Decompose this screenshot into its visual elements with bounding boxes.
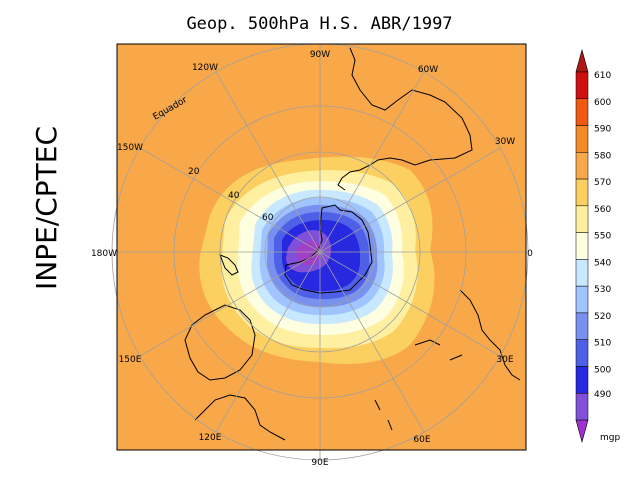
- colorbar-segment: [575, 98, 589, 126]
- colorbar-segment: [575, 205, 589, 233]
- colorbar-segment: [575, 312, 589, 340]
- colorbar-unit: mgp: [600, 433, 620, 443]
- colorbar-label: 540: [594, 258, 611, 268]
- colorbar-segment: [575, 259, 589, 287]
- colorbar-label: 560: [594, 205, 611, 215]
- map-title: Geop. 500hPa H.S. ABR/1997: [186, 14, 453, 34]
- colorbar-label: 520: [594, 312, 611, 322]
- lon-label-120w: 120W: [192, 63, 218, 73]
- coast-australia: [184, 304, 256, 381]
- colorbar-label: 570: [594, 178, 611, 188]
- lon-label-0: 0: [527, 249, 533, 259]
- colorbar-segment: [575, 152, 589, 180]
- colorbar-segment: [575, 71, 589, 100]
- colorbar-segment: [575, 366, 589, 394]
- coast-africa: [459, 289, 521, 381]
- colorbar: 610600590580570560550540530520510500490 …: [575, 48, 620, 444]
- colorbar-label: 550: [594, 232, 611, 242]
- map-field: [117, 44, 526, 450]
- longitude-labels: 90W 60W 30W 0 30E 60E 90E 120E 150E 180W…: [91, 50, 533, 468]
- colorbar-label: 590: [594, 125, 611, 135]
- lon-label-60w: 60W: [418, 65, 438, 75]
- coast-south-america: [337, 47, 473, 191]
- lon-label-60e: 60E: [413, 435, 430, 445]
- lat-label-40: 40: [228, 191, 240, 201]
- colorbar-segment: [575, 392, 589, 421]
- meridian-30w-150e: [139, 147, 501, 357]
- colorbar-bottom-arrow: [575, 419, 589, 444]
- colorbar-segment: [575, 339, 589, 367]
- colorbar-segment: [575, 125, 589, 153]
- band-center: [296, 240, 322, 266]
- colorbar-segment: [575, 232, 589, 260]
- lon-label-150e: 150E: [119, 355, 142, 365]
- colorbar-label: 510: [594, 339, 611, 349]
- colorbar-label: 580: [594, 151, 611, 161]
- lat-label-20: 20: [188, 167, 200, 177]
- colorbar-segment: [575, 178, 589, 207]
- colorbar-label: 500: [594, 365, 611, 375]
- lon-label-120e: 120E: [199, 433, 222, 443]
- colorbar-top-arrow: [575, 48, 589, 73]
- lon-label-90w: 90W: [310, 50, 330, 60]
- coast-new-zealand: [219, 254, 239, 276]
- colorbar-label: 490: [594, 390, 611, 400]
- colorbar-label: 530: [594, 285, 611, 295]
- lon-label-90e: 90E: [311, 458, 328, 468]
- map-frame: [116, 43, 527, 451]
- colorbar-label: 600: [594, 98, 611, 108]
- lon-label-180w: 180W: [91, 249, 117, 259]
- colorbar-segment: [575, 285, 589, 314]
- lon-label-150w: 150W: [117, 143, 143, 153]
- coastlines: [184, 47, 521, 441]
- lon-label-30w: 30W: [495, 137, 515, 147]
- coast-indian-ocean-islands: [374, 339, 463, 431]
- colorbar-label: 610: [594, 71, 611, 81]
- coast-antarctica: [284, 204, 373, 294]
- coast-asia: [194, 394, 286, 441]
- lat-label-60: 60: [262, 213, 274, 223]
- lon-label-30e: 30E: [496, 355, 513, 365]
